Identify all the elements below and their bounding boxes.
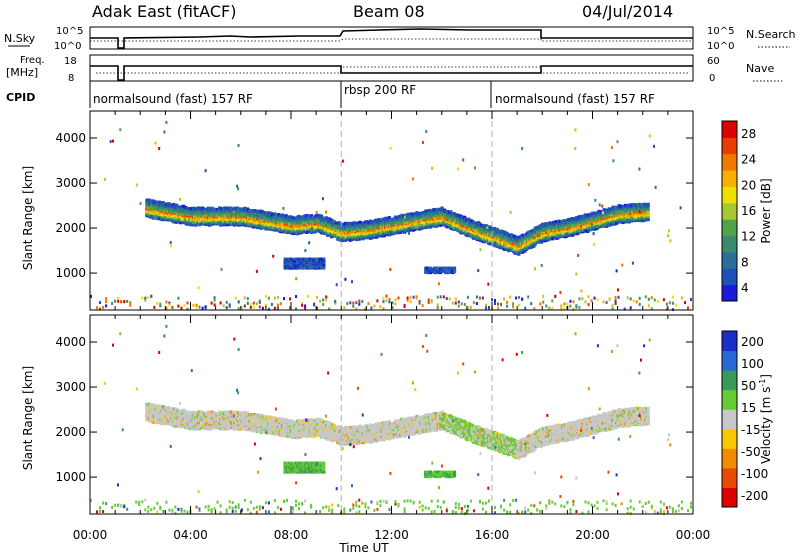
- echo-cell: [179, 221, 183, 225]
- nsky-tick-bottom: 10^0: [54, 41, 81, 52]
- echo-cell: [219, 219, 223, 223]
- nave-tick-top: 60: [707, 56, 720, 67]
- cpid-label: CPID: [6, 91, 35, 104]
- echo-cell: [286, 215, 290, 219]
- echo-cell: [539, 239, 543, 243]
- nave-label: Nave: [746, 62, 774, 75]
- echo-cell: [351, 237, 355, 241]
- echo-cell: [433, 216, 437, 220]
- echo-cell: [440, 206, 444, 210]
- nsearch-trace: [90, 38, 693, 42]
- echo-cell: [495, 227, 499, 231]
- echo-cell: [471, 236, 476, 240]
- nsearch-tick-top: 10^5: [707, 26, 734, 37]
- echo-cell: [533, 243, 537, 246]
- cpid-segment-3: normalsound (fast) 157 RF: [495, 92, 655, 106]
- echo-cell: [387, 216, 391, 220]
- echo-cell: [509, 233, 513, 237]
- nsearch-tick-bottom: 10^0: [707, 41, 734, 52]
- echo-cell: [282, 214, 286, 218]
- echo-cell: [404, 229, 408, 233]
- echo-cell: [294, 222, 298, 226]
- echo-cell: [317, 213, 321, 217]
- noise-panel: N.Sky 10^5 10^0 10^5 10^0 N.Search: [4, 26, 796, 52]
- echo-cell: [554, 222, 558, 226]
- echo-cell: [532, 244, 536, 248]
- echo-cell: [177, 207, 182, 211]
- echo-cell: [358, 222, 362, 226]
- echo-cell: [409, 227, 413, 231]
- echo-cell: [203, 213, 207, 217]
- power-echoes: [90, 111, 692, 312]
- cpid-segment-2: rbsp 200 RF: [344, 83, 416, 97]
- plot-title: Adak East (fitACF): [92, 2, 236, 21]
- echo-cell: [444, 223, 448, 227]
- echo-cell: [505, 232, 509, 236]
- echo-cell: [456, 219, 460, 223]
- nsky-label: N.Sky: [4, 32, 36, 45]
- echo-cell: [517, 241, 521, 245]
- echo-cell: [151, 215, 155, 219]
- echo-cell: [292, 229, 296, 233]
- echo-cell: [323, 218, 327, 222]
- echo-cell: [361, 237, 365, 241]
- freq-tick-bottom: 8: [68, 73, 74, 84]
- freq-label: Freq.: [20, 55, 45, 66]
- echo-cell: [399, 231, 403, 234]
- echo-cell: [243, 206, 247, 210]
- echo-cell: [441, 215, 445, 219]
- echo-cell: [332, 220, 336, 223]
- nave-trace: [96, 66, 690, 74]
- echo-cell: [151, 199, 155, 203]
- nsearch-label: N.Search: [746, 28, 796, 41]
- freq-unit: [MHz]: [6, 66, 38, 79]
- echo-cell: [370, 225, 374, 229]
- cpid-segment-1: normalsound (fast) 157 RF: [93, 92, 253, 106]
- nave-tick-bottom: 0: [709, 73, 715, 84]
- echo-cell: [544, 238, 548, 242]
- nsky-trace: [90, 28, 693, 49]
- echo-cell: [337, 235, 341, 239]
- nsky-tick-top: 10^5: [56, 26, 83, 37]
- echo-cell: [309, 214, 313, 218]
- echo-cell: [177, 205, 182, 209]
- echo-cell: [463, 215, 467, 219]
- echo-cell: [554, 220, 558, 224]
- echo-cell: [488, 225, 492, 229]
- echo-cell: [337, 228, 341, 232]
- echo-cell: [297, 214, 301, 218]
- date-label: 04/Jul/2014: [582, 2, 673, 21]
- cpid-panel: CPID normalsound (fast) 157 RF rbsp 200 …: [6, 81, 655, 108]
- echo-cell: [324, 216, 329, 220]
- echo-cell: [248, 224, 252, 228]
- echo-cell: [198, 220, 202, 224]
- echo-cell: [242, 211, 246, 215]
- echo-cell: [277, 226, 281, 230]
- beam-label: Beam 08: [353, 2, 425, 21]
- echo-cell: [449, 210, 453, 214]
- freq-tick-top: 18: [64, 56, 77, 67]
- echo-cell: [196, 218, 200, 221]
- echo-cell: [415, 223, 419, 227]
- echo-cell: [429, 209, 433, 213]
- freq-panel: Freq. [MHz] 18 8 60 0 Nave: [6, 54, 782, 84]
- echo-cell: [237, 219, 241, 223]
- echo-cell: [385, 216, 389, 220]
- echo-cell: [185, 206, 189, 210]
- echo-cell: [465, 234, 469, 238]
- echo-cell: [319, 214, 324, 218]
- echo-cell: [254, 219, 258, 223]
- echo-cell: [358, 224, 362, 228]
- echo-cell: [275, 214, 280, 218]
- echo-cell: [252, 225, 256, 229]
- echo-cell: [186, 209, 190, 213]
- echo-cell: [373, 232, 378, 236]
- echo-cell: [322, 216, 326, 220]
- echo-cell: [358, 220, 362, 224]
